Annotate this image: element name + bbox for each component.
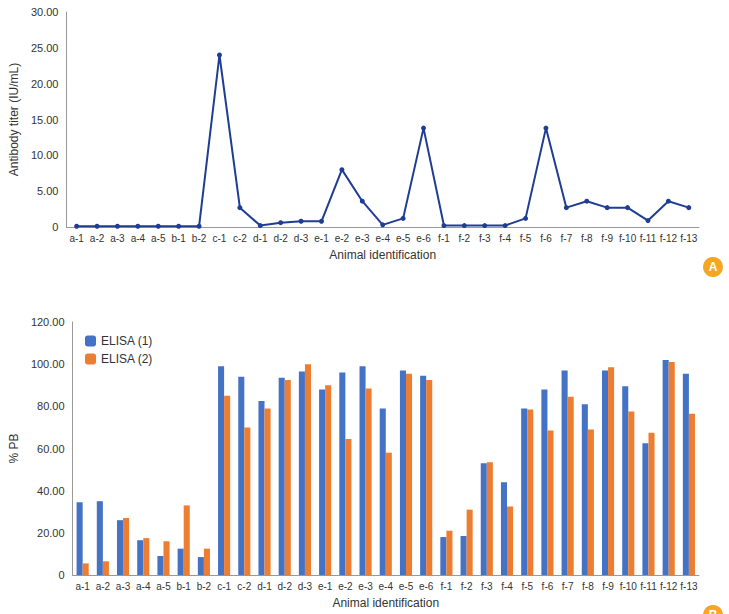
svg-text:b-1: b-1 [171, 233, 186, 244]
svg-text:ELISA (2): ELISA (2) [101, 352, 152, 366]
svg-text:f-4: f-4 [499, 233, 511, 244]
svg-text:c-1: c-1 [213, 233, 227, 244]
svg-text:e-2: e-2 [338, 581, 353, 592]
svg-text:f-5: f-5 [520, 233, 532, 244]
svg-text:ELISA (1): ELISA (1) [101, 334, 152, 348]
svg-text:e-1: e-1 [314, 233, 329, 244]
svg-text:f-1: f-1 [441, 581, 453, 592]
svg-text:f-3: f-3 [479, 233, 491, 244]
svg-text:40.00: 40.00 [37, 485, 65, 497]
svg-text:b-1: b-1 [176, 581, 191, 592]
svg-text:c-2: c-2 [233, 233, 247, 244]
svg-text:a-2: a-2 [96, 581, 111, 592]
svg-text:20.00: 20.00 [31, 78, 59, 90]
svg-text:25.00: 25.00 [31, 42, 59, 54]
svg-text:f-9: f-9 [601, 233, 613, 244]
svg-text:B: B [709, 608, 718, 614]
svg-text:f-2: f-2 [461, 581, 473, 592]
svg-text:f-4: f-4 [501, 581, 513, 592]
svg-text:e-1: e-1 [318, 581, 333, 592]
svg-text:d-3: d-3 [294, 233, 309, 244]
svg-text:f-3: f-3 [481, 581, 493, 592]
svg-text:0: 0 [52, 221, 58, 233]
svg-text:f-5: f-5 [521, 581, 533, 592]
svg-text:f-12: f-12 [660, 233, 678, 244]
svg-text:a-1: a-1 [69, 233, 84, 244]
svg-text:f-8: f-8 [581, 233, 593, 244]
svg-text:10.00: 10.00 [31, 149, 59, 161]
svg-text:Animal identification: Animal identification [332, 596, 439, 610]
svg-text:a-3: a-3 [116, 581, 131, 592]
svg-text:d-3: d-3 [298, 581, 313, 592]
svg-text:Antibody titer (IU/mL): Antibody titer (IU/mL) [7, 63, 21, 176]
svg-text:f-8: f-8 [582, 581, 594, 592]
svg-text:120.00: 120.00 [31, 316, 65, 328]
svg-text:d-2: d-2 [278, 581, 293, 592]
svg-text:e-6: e-6 [419, 581, 434, 592]
svg-text:30.00: 30.00 [31, 6, 59, 18]
svg-text:e-3: e-3 [355, 233, 370, 244]
svg-text:d-2: d-2 [273, 233, 288, 244]
svg-text:e-4: e-4 [379, 581, 394, 592]
svg-text:60.00: 60.00 [37, 443, 65, 455]
svg-text:80.00: 80.00 [37, 400, 65, 412]
svg-text:0: 0 [58, 569, 64, 581]
svg-text:a-4: a-4 [131, 233, 146, 244]
svg-text:f-10: f-10 [620, 581, 638, 592]
svg-text:e-6: e-6 [416, 233, 431, 244]
svg-text:f-2: f-2 [458, 233, 470, 244]
svg-text:c-2: c-2 [237, 581, 251, 592]
svg-text:f-11: f-11 [640, 581, 657, 592]
svg-text:f-12: f-12 [660, 581, 678, 592]
svg-text:d-1: d-1 [253, 233, 268, 244]
svg-text:f-11: f-11 [640, 233, 657, 244]
svg-text:15.00: 15.00 [31, 114, 59, 126]
svg-text:f-6: f-6 [540, 233, 552, 244]
svg-text:f-6: f-6 [542, 581, 554, 592]
svg-text:f-9: f-9 [602, 581, 614, 592]
svg-text:a-2: a-2 [90, 233, 105, 244]
svg-text:f-13: f-13 [680, 233, 698, 244]
svg-text:% PB: % PB [7, 433, 21, 463]
svg-text:100.00: 100.00 [31, 358, 65, 370]
svg-text:A: A [709, 260, 718, 274]
svg-text:f-7: f-7 [562, 581, 574, 592]
svg-text:f-1: f-1 [438, 233, 450, 244]
svg-text:d-1: d-1 [257, 581, 272, 592]
svg-text:e-2: e-2 [335, 233, 350, 244]
svg-text:Animal identification: Animal identification [329, 248, 436, 262]
svg-text:a-1: a-1 [75, 581, 90, 592]
svg-text:f-7: f-7 [561, 233, 573, 244]
svg-text:f-13: f-13 [680, 581, 698, 592]
svg-text:a-5: a-5 [156, 581, 171, 592]
svg-text:a-4: a-4 [136, 581, 151, 592]
svg-text:b-2: b-2 [197, 581, 212, 592]
svg-text:c-1: c-1 [217, 581, 231, 592]
svg-text:e-3: e-3 [358, 581, 373, 592]
svg-text:20.00: 20.00 [37, 527, 65, 539]
svg-text:b-2: b-2 [192, 233, 207, 244]
svg-text:f-10: f-10 [619, 233, 637, 244]
svg-text:e-5: e-5 [396, 233, 411, 244]
svg-text:5.00: 5.00 [37, 185, 58, 197]
svg-text:a-3: a-3 [110, 233, 125, 244]
svg-text:a-5: a-5 [151, 233, 166, 244]
svg-text:e-5: e-5 [399, 581, 414, 592]
svg-text:e-4: e-4 [375, 233, 390, 244]
